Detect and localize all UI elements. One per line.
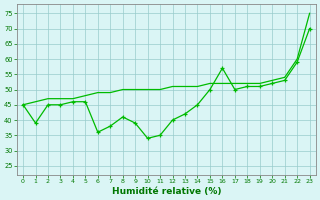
X-axis label: Humidité relative (%): Humidité relative (%) <box>112 187 221 196</box>
